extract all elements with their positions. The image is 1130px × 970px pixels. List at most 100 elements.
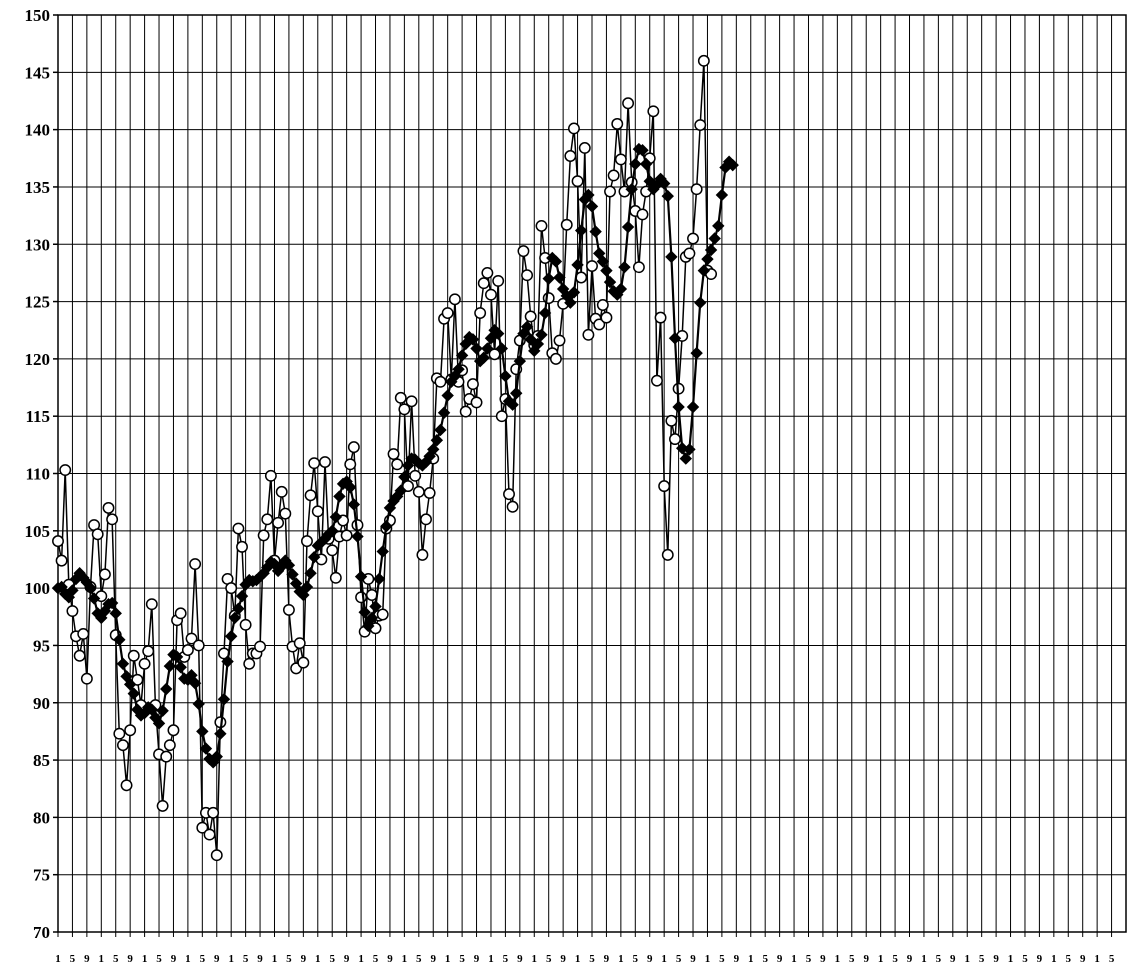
data-point (603, 275, 617, 289)
data-point (210, 849, 223, 862)
data-point (618, 260, 631, 274)
x-tick-label: 5 (156, 953, 162, 965)
data-point (704, 243, 718, 257)
data-point (665, 414, 678, 427)
data-point (105, 596, 119, 610)
data-point (156, 704, 169, 717)
y-tick-label: 120 (25, 350, 51, 369)
data-point (697, 264, 711, 277)
data-point (665, 250, 678, 264)
data-point (437, 406, 451, 419)
data-point (636, 208, 649, 221)
data-point (596, 299, 609, 311)
data-point (567, 286, 581, 299)
data-point (614, 153, 627, 166)
data-point (687, 232, 699, 245)
x-tick-label: 5 (806, 953, 812, 965)
y-tick-label: 150 (25, 6, 51, 25)
data-point (427, 443, 440, 456)
x-tick-label: 5 (373, 953, 379, 965)
x-tick-label: 1 (445, 953, 451, 965)
y-tick-label: 70 (33, 923, 50, 942)
data-point (391, 458, 404, 471)
data-point (622, 97, 635, 110)
x-tick-label: 1 (185, 953, 191, 965)
data-point (611, 117, 624, 130)
x-tick-label: 9 (171, 953, 177, 965)
data-point (127, 649, 140, 662)
data-point (683, 443, 696, 456)
x-tick-label: 1 (532, 953, 538, 965)
data-point (470, 342, 483, 355)
data-point (286, 568, 299, 581)
data-point (120, 779, 133, 792)
data-point (160, 682, 173, 696)
data-point (694, 296, 707, 309)
data-point (448, 293, 461, 306)
y-tick-label: 135 (25, 178, 51, 197)
y-tick-label: 100 (25, 579, 51, 598)
data-point (553, 334, 566, 347)
x-tick-label: 1 (748, 953, 754, 965)
x-tick-label: 9 (387, 953, 393, 965)
y-tick-label: 115 (25, 407, 50, 426)
y-tick-label: 75 (33, 866, 50, 885)
data-point (358, 605, 371, 619)
x-tick-label: 1 (402, 953, 408, 965)
data-point (679, 452, 693, 465)
data-point (102, 501, 115, 514)
data-point (311, 505, 324, 518)
data-point (549, 255, 563, 268)
data-point (387, 448, 400, 460)
data-point (210, 750, 223, 763)
data-point (301, 535, 313, 548)
data-point (131, 673, 144, 686)
x-tick-label: 5 (503, 953, 509, 965)
x-tick-label: 5 (719, 953, 725, 965)
x-tick-label: 5 (1022, 953, 1028, 965)
data-point (441, 389, 454, 402)
x-tick-label: 1 (315, 953, 321, 965)
data-point (654, 311, 667, 324)
x-tick-label: 5 (936, 953, 942, 965)
data-point (560, 218, 573, 231)
x-tick-label: 1 (791, 953, 797, 965)
data-point (441, 307, 454, 319)
data-point (726, 158, 739, 172)
data-point (376, 608, 389, 621)
x-tick-label: 5 (416, 953, 422, 965)
data-point (477, 277, 490, 290)
data-point (300, 580, 314, 594)
data-point (77, 628, 90, 640)
data-point (657, 177, 671, 190)
data-point (708, 232, 721, 245)
x-tick-label: 9 (820, 953, 826, 965)
x-tick-label: 9 (430, 953, 436, 965)
data-point (535, 219, 548, 232)
data-point (59, 464, 72, 477)
x-tick-label: 9 (647, 953, 653, 965)
x-tick-label: 5 (113, 953, 119, 965)
x-tick-label: 9 (950, 953, 956, 965)
x-tick-label: 1 (618, 953, 624, 965)
data-point (329, 510, 343, 524)
data-point (113, 633, 126, 646)
data-point (113, 727, 126, 740)
data-point (564, 150, 577, 162)
data-point (243, 657, 256, 670)
data-point (224, 630, 238, 643)
data-point (686, 400, 700, 414)
data-point (181, 644, 194, 656)
data-point (232, 522, 245, 535)
x-tick-label: 5 (589, 953, 595, 965)
data-point (188, 677, 202, 690)
data-point (593, 318, 606, 331)
x-tick-label: 1 (142, 953, 148, 965)
x-tick-label: 5 (286, 953, 292, 965)
x-tick-label: 9 (474, 953, 480, 965)
data-point (481, 266, 494, 279)
data-point (600, 264, 613, 277)
data-point (369, 600, 382, 613)
data-point (604, 185, 616, 198)
data-point (207, 806, 220, 819)
